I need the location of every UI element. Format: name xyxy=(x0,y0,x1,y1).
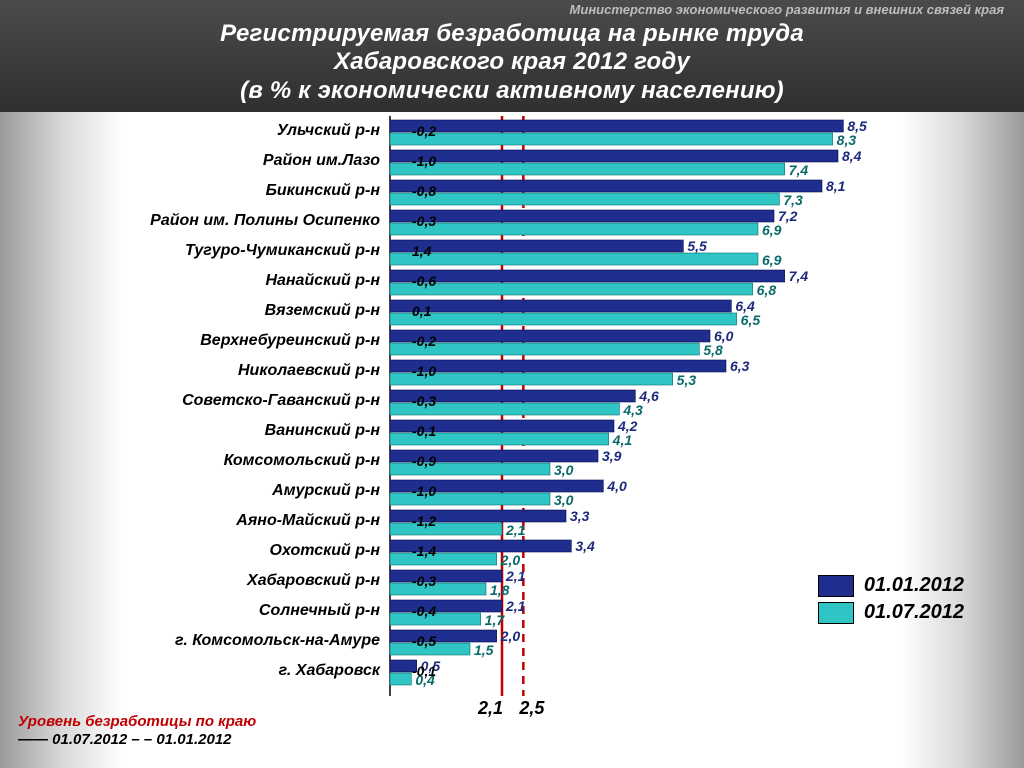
chart-value-label: -1,4 xyxy=(412,543,452,559)
chart-value-label: -1,2 xyxy=(412,513,452,529)
chart-value-label: 3,4 xyxy=(575,538,615,554)
chart-value-label: -0,1 xyxy=(412,423,452,439)
header: Министерство экономического развития и в… xyxy=(0,0,1024,112)
legend: 01.01.2012 01.07.2012 xyxy=(818,570,964,628)
chart-value-label: 3,0 xyxy=(554,462,594,478)
chart-value-label: -0,8 xyxy=(412,183,452,199)
chart-value-label: 1,7 xyxy=(485,612,525,628)
chart-value-label: -0,6 xyxy=(412,273,452,289)
chart-value-label: Бикинский р-н xyxy=(0,182,380,200)
chart-value-label: 5,3 xyxy=(677,372,717,388)
chart-value-label: Ульчский р-н xyxy=(0,122,380,140)
chart-value-label: 0,1 xyxy=(412,303,452,319)
chart-value-label: -0,5 xyxy=(412,633,452,649)
legend-text: 01.01.2012 xyxy=(864,574,964,597)
chart-value-label: 2,0 xyxy=(501,552,541,568)
chart-value-label: -0,2 xyxy=(412,333,452,349)
title-line-1: Регистрируемая безработица на рынке труд… xyxy=(0,20,1024,48)
chart-value-label: Амурский р-н xyxy=(0,482,380,500)
chart-value-label: 3,0 xyxy=(554,492,594,508)
chart-value-label: 6,9 xyxy=(762,252,802,268)
bar-chart: Ульчский р-н8,58,3-0,2Район им.Лазо8,47,… xyxy=(0,112,1024,768)
chart-value-label: Николаевский р-н xyxy=(0,362,380,380)
chart-value-label: -1,0 xyxy=(412,153,452,169)
chart-value-label: 8,3 xyxy=(837,132,877,148)
chart-value-label: Солнечный р-н xyxy=(0,602,380,620)
legend-item: 01.07.2012 xyxy=(818,601,964,624)
chart-value-label: Нанайский р-н xyxy=(0,272,380,290)
legend-item: 01.01.2012 xyxy=(818,574,964,597)
chart-value-label: Ванинский р-н xyxy=(0,422,380,440)
chart-value-label: Вяземский р-н xyxy=(0,302,380,320)
chart-value-label: 4,0 xyxy=(607,478,647,494)
footnote: Уровень безработицы по краю —— 01.07.201… xyxy=(18,713,256,751)
ministry-label: Министерство экономического развития и в… xyxy=(570,2,1004,17)
chart-value-label: 4,3 xyxy=(623,402,663,418)
chart-value-label: -0,3 xyxy=(412,573,452,589)
chart-value-label: 2,1 xyxy=(506,522,546,538)
chart-value-label: -0,4 xyxy=(412,603,452,619)
page-title: Регистрируемая безработица на рынке труд… xyxy=(0,20,1024,105)
chart-value-label: Верхнебуреинский р-н xyxy=(0,332,380,350)
footnote-title: Уровень безработицы по краю xyxy=(18,713,256,730)
chart-value-label: Район им. Полины Осипенко xyxy=(0,212,380,230)
chart-value-label: 1,4 xyxy=(412,243,452,259)
chart-value-label: 8,4 xyxy=(842,148,882,164)
chart-value-label: -0,1 xyxy=(412,663,452,679)
chart-value-label: -1,0 xyxy=(412,363,452,379)
chart-value-label: -1,0 xyxy=(412,483,452,499)
chart-value-label: -0,9 xyxy=(412,453,452,469)
chart-value-label: -0,3 xyxy=(412,393,452,409)
chart-value-label: 1,8 xyxy=(490,582,530,598)
chart-value-label: Район им.Лазо xyxy=(0,152,380,170)
chart-value-label: 8,1 xyxy=(826,178,866,194)
chart-value-label: г. Комсомольск-на-Амуре xyxy=(0,632,380,650)
legend-swatch xyxy=(818,575,854,597)
chart-value-label: 4,1 xyxy=(613,432,653,448)
title-line-3: (в % к экономически активному населению) xyxy=(0,77,1024,105)
chart-value-label: Хабаровский р-н xyxy=(0,572,380,590)
chart-value-label: 6,5 xyxy=(741,312,781,328)
chart-value-label: 7,4 xyxy=(789,162,829,178)
footnote-legend: —— 01.07.2012 – – 01.01.2012 xyxy=(18,731,232,748)
chart-value-label: 3,3 xyxy=(570,508,610,524)
chart-value-label: Тугуро-Чумиканский р-н xyxy=(0,242,380,260)
title-line-2: Хабаровского края 2012 году xyxy=(0,48,1024,76)
chart-value-label: 6,9 xyxy=(762,222,802,238)
chart-value-label: Комсомольский р-н xyxy=(0,452,380,470)
chart-value-label: 7,3 xyxy=(783,192,823,208)
chart-value-label: Советско-Гаванский р-н xyxy=(0,392,380,410)
chart-value-label: 5,8 xyxy=(703,342,743,358)
chart-value-label: Охотский р-н xyxy=(0,542,380,560)
chart-value-label: 5,5 xyxy=(687,238,727,254)
chart-value-label: 6,3 xyxy=(730,358,770,374)
legend-swatch xyxy=(818,602,854,624)
chart-value-label: -0,2 xyxy=(412,123,452,139)
ref-line-label: 2,5 xyxy=(519,698,544,719)
chart-value-label: 6,8 xyxy=(757,282,797,298)
chart-value-label: г. Хабаровск xyxy=(0,662,380,680)
legend-text: 01.07.2012 xyxy=(864,601,964,624)
chart-value-label: 3,9 xyxy=(602,448,642,464)
chart-value-label: Аяно-Майский р-н xyxy=(0,512,380,530)
slide: Министерство экономического развития и в… xyxy=(0,0,1024,768)
chart-value-label: -0,3 xyxy=(412,213,452,229)
ref-line-label: 2,1 xyxy=(478,698,503,719)
chart-value-label: 1,5 xyxy=(474,642,514,658)
